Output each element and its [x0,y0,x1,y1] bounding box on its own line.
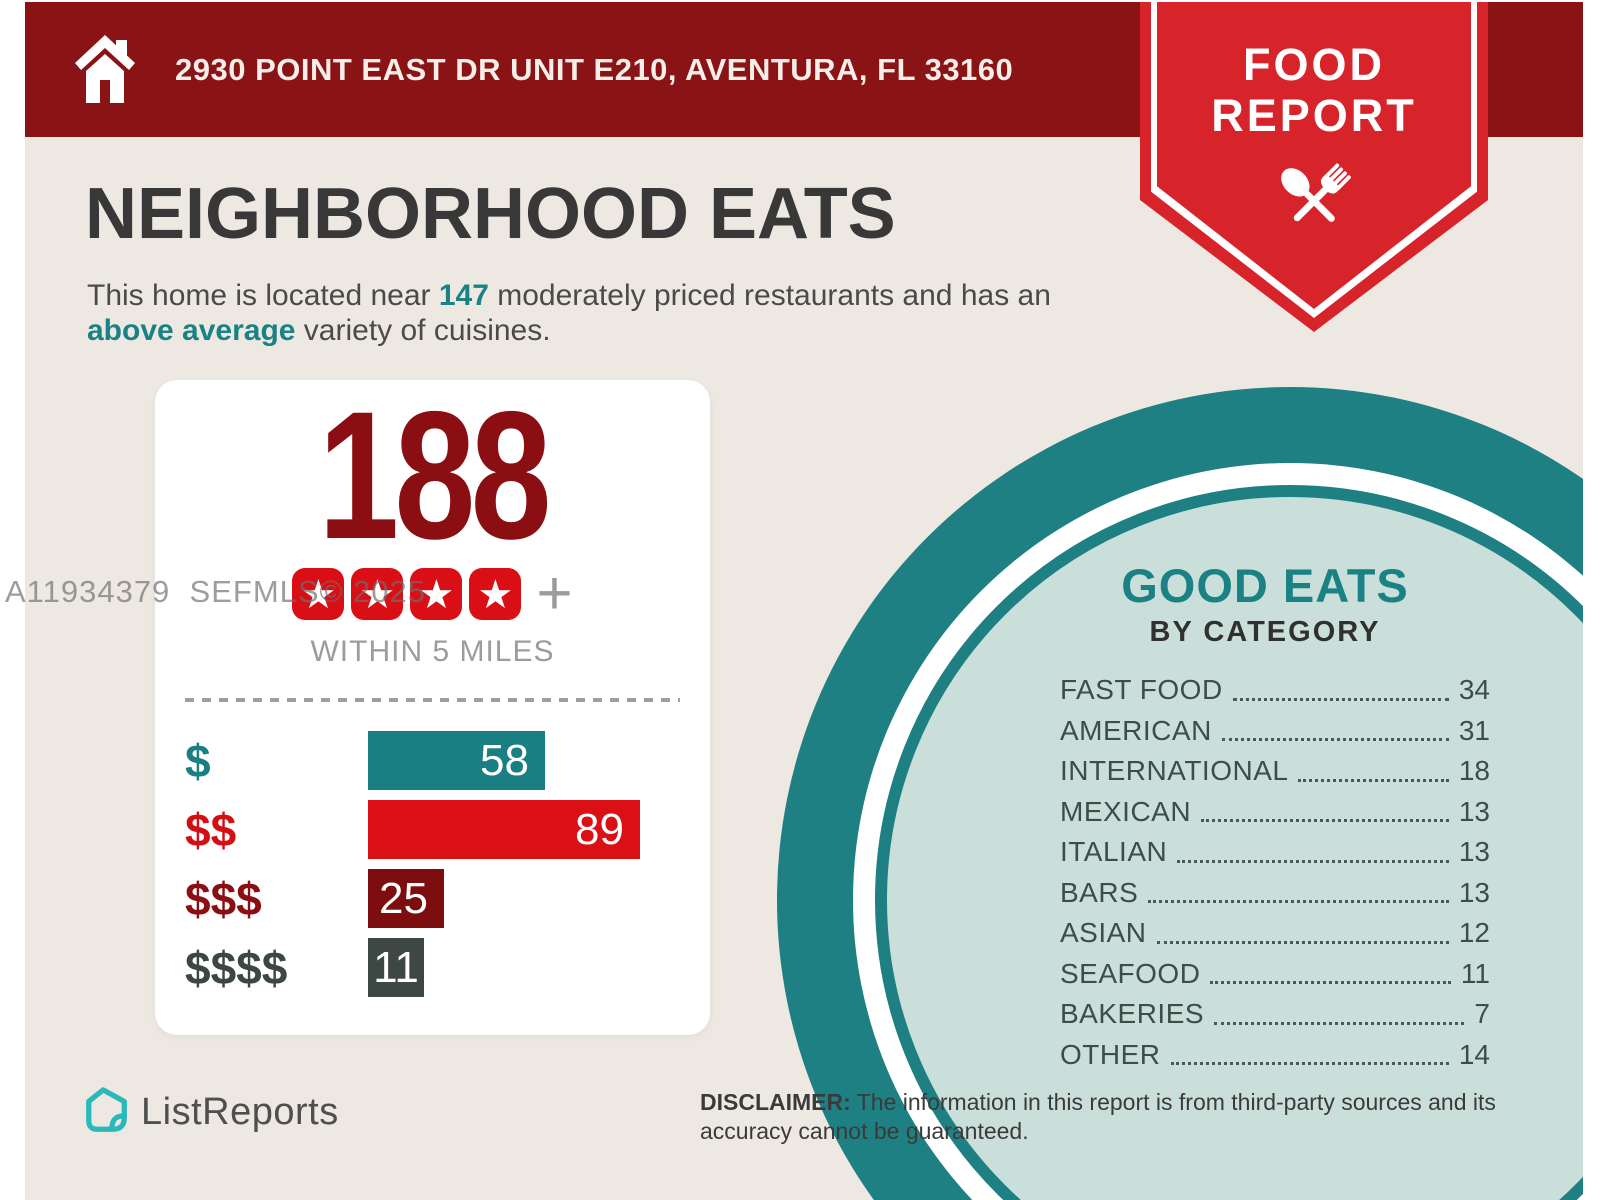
plus-icon: + [536,559,573,628]
good-eats-category: BAKERIES [1060,998,1205,1030]
price-tier-label: $ [185,734,211,787]
dotted-leader [1201,819,1449,823]
good-eats-title: GOOD EATS [1121,559,1409,612]
listreports-house-icon [86,1087,127,1132]
mls-watermark: A11934379 SEFMLS© 2025 [5,574,426,609]
price-tier-bar: 25 [368,869,444,928]
intro-text-3: variety of cuisines. [295,314,551,347]
good-eats-item: BARS 13 [1060,873,1490,914]
good-eats-item: OTHER 14 [1060,1035,1490,1076]
good-eats-count: 13 [1458,876,1490,908]
good-eats-item: INTERNATIONAL 18 [1060,751,1490,792]
restaurant-count: 147 [438,279,489,312]
star-icon: ★ [351,568,404,620]
disclaimer: DISCLAIMER: The information in this repo… [700,1088,1500,1146]
price-tier-bar: 11 [368,938,424,997]
good-eats-category: AMERICAN [1060,714,1212,746]
price-tier-chart: $58 $$ 89 $$$ 25 $$$$ 11 [155,731,710,997]
good-eats-category: BARS [1060,876,1139,908]
badge-title-food: FOOD [1243,39,1385,90]
good-eats-count: 34 [1458,674,1490,706]
star-icon: ★ [410,568,463,620]
good-eats-category: OTHER [1060,1038,1161,1070]
listreports-logo: ListReports [83,1085,339,1139]
food-report-badge: FOOD REPORT [1140,2,1488,332]
dotted-leader [1156,940,1449,944]
report-page: 2930 POINT EAST DR UNIT E210, AVENTURA, … [25,2,1583,1200]
price-tier-value: 11 [373,942,419,992]
price-tier-label: $$$ [185,872,262,925]
price-tier-row: $$ 89 [185,800,710,859]
dotted-leader [1232,697,1449,701]
good-eats-item: BAKERIES 7 [1060,994,1490,1035]
good-eats-item: FAST FOOD 34 [1060,670,1490,711]
dashed-divider [185,698,680,702]
dotted-leader [1170,1062,1449,1066]
disclaimer-label: DISCLAIMER: [700,1089,851,1115]
disclaimer-text: The information in this report is from t… [700,1089,1496,1144]
variety-highlight: above average [87,314,296,347]
good-eats-count: 11 [1460,957,1490,989]
good-eats-count: 31 [1458,714,1490,746]
total-restaurants: 188 [318,373,551,577]
good-eats-list: FAST FOOD 34 AMERICAN 31 INTERNATIONAL 18 MEXI… [1060,670,1490,1075]
restaurant-summary-card: 188 ★ ★ ★ ★ + WITHIN 5 MILES $58 $$ 89 $$$ 25 $$$… [155,380,710,1035]
radius-label: WITHIN 5 MILES [310,635,555,668]
price-tier-row: $$$ 25 [185,869,710,928]
dotted-leader [1177,859,1449,863]
badge-content: FOOD REPORT [1140,2,1488,332]
price-tier-value: 89 [575,804,624,854]
good-eats-count: 7 [1474,998,1490,1030]
price-tier-row: $$$$ 11 [185,938,710,997]
price-tier-label: $$$$ [185,941,288,994]
good-eats-header: GOOD EATS BY CATEGORY [1045,558,1485,649]
star-icon: ★ [292,568,345,620]
home-icon [75,35,135,103]
good-eats-item: MEXICAN 13 [1060,792,1490,833]
crossed-spoon-fork-icon [1281,163,1351,222]
intro-paragraph: This home is located near 147 moderately… [87,278,1097,348]
page-title: NEIGHBORHOOD EATS [85,174,896,254]
good-eats-category: ITALIAN [1060,836,1168,868]
good-eats-count: 13 [1458,836,1490,868]
good-eats-count: 13 [1458,795,1490,827]
good-eats-item: ITALIAN 13 [1060,832,1490,873]
price-tier-bar: 58 [368,731,545,790]
price-tier-row: $58 [185,731,710,790]
good-eats-category: INTERNATIONAL [1060,755,1289,787]
good-eats-subtitle: BY CATEGORY [1149,616,1381,648]
good-eats-category: SEAFOOD [1060,957,1201,989]
good-eats-item: ASIAN 12 [1060,913,1490,954]
star-rating: ★ ★ ★ ★ + [155,559,710,628]
star-icon: ★ [469,568,522,620]
good-eats-category: ASIAN [1060,917,1147,949]
dotted-leader [1298,778,1449,782]
good-eats-item: AMERICAN 31 [1060,711,1490,752]
dotted-leader [1210,981,1451,985]
price-tier-label: $$ [185,803,237,856]
dotted-leader [1214,1021,1465,1025]
price-tier-value: 58 [480,735,529,785]
intro-text-1: This home is located near [87,279,439,312]
listreports-wordmark: ListReports [141,1090,339,1133]
dotted-leader [1221,738,1449,742]
price-tier-bar: 89 [368,800,640,859]
good-eats-item: SEAFOOD 11 [1060,954,1490,995]
intro-text-2: moderately priced restaurants and has an [488,279,1051,312]
badge-title-report: REPORT [1211,90,1417,141]
price-tier-value: 25 [379,873,428,923]
dotted-leader [1148,900,1449,904]
good-eats-category: FAST FOOD [1060,674,1223,706]
good-eats-count: 14 [1458,1038,1490,1070]
good-eats-category: MEXICAN [1060,795,1192,827]
good-eats-count: 18 [1458,755,1490,787]
good-eats-count: 12 [1458,917,1490,949]
property-address: 2930 POINT EAST DR UNIT E210, AVENTURA, … [175,51,1014,87]
